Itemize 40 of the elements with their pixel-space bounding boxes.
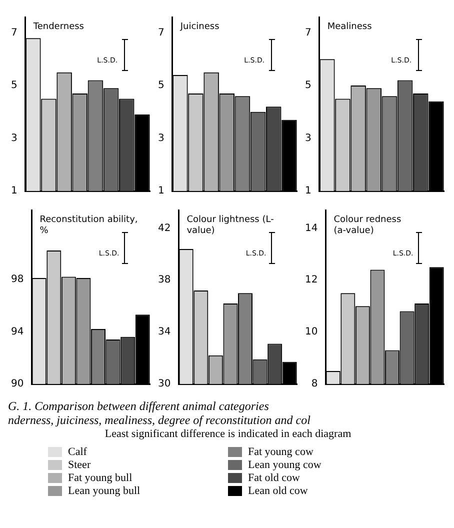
y-tick-label: 1	[158, 186, 164, 197]
legend-label: Fat young cow	[248, 446, 314, 458]
y-tick-label: 90	[10, 378, 24, 390]
text: Tenderness	[32, 22, 84, 32]
y-tick-label: 3	[158, 132, 164, 144]
y-tick-label: 8	[311, 378, 318, 390]
legend-label: Calf	[68, 446, 87, 458]
y-tick-label: 7	[10, 27, 18, 38]
legend-label: Fat old cow	[248, 472, 300, 484]
y-tick-label: 30	[158, 378, 171, 390]
legend-label: Lean old cow	[248, 484, 308, 496]
y-tick-label: 14	[304, 222, 318, 234]
y-tick-label: 42	[158, 222, 171, 234]
legend-label: Steer	[68, 458, 91, 470]
text: G. 1. Comparison between different animal categories	[8, 399, 270, 413]
y-tick-label: 38	[158, 274, 171, 286]
y-tick-label: 5	[304, 80, 312, 92]
text: Mealiness	[327, 22, 372, 32]
text: Juiciness	[179, 22, 220, 32]
y-tick-label: 12	[304, 274, 318, 286]
y-tick-label: 5	[10, 80, 18, 92]
y-tick-label: 10	[304, 326, 318, 338]
y-tick-label: 5	[158, 80, 164, 92]
y-tick-label: 34	[158, 326, 171, 338]
y-tick-label: 98	[10, 274, 24, 285]
text: Reconstitution ability, %	[40, 214, 138, 236]
text: Colour lightness (L- value)	[186, 214, 274, 236]
y-tick-label: 3	[10, 132, 18, 144]
y-tick-label: 3	[304, 132, 312, 144]
legend-label: Lean young cow	[248, 458, 322, 470]
legend-label: Fat young bull	[68, 472, 132, 484]
y-tick-label: 1	[10, 186, 18, 197]
y-tick-label: 7	[158, 27, 164, 38]
text: Colour redness (a-value)	[334, 214, 402, 236]
y-tick-label: 1	[304, 186, 312, 197]
y-tick-label: 7	[304, 27, 312, 38]
legend-label: Lean young bull	[68, 484, 140, 496]
text: nderness, juiciness, mealiness, degree of reconstitution and col	[8, 413, 312, 427]
y-tick-label: 94	[10, 326, 24, 338]
text: Least significant difference is indicated in each diagram	[104, 427, 352, 441]
